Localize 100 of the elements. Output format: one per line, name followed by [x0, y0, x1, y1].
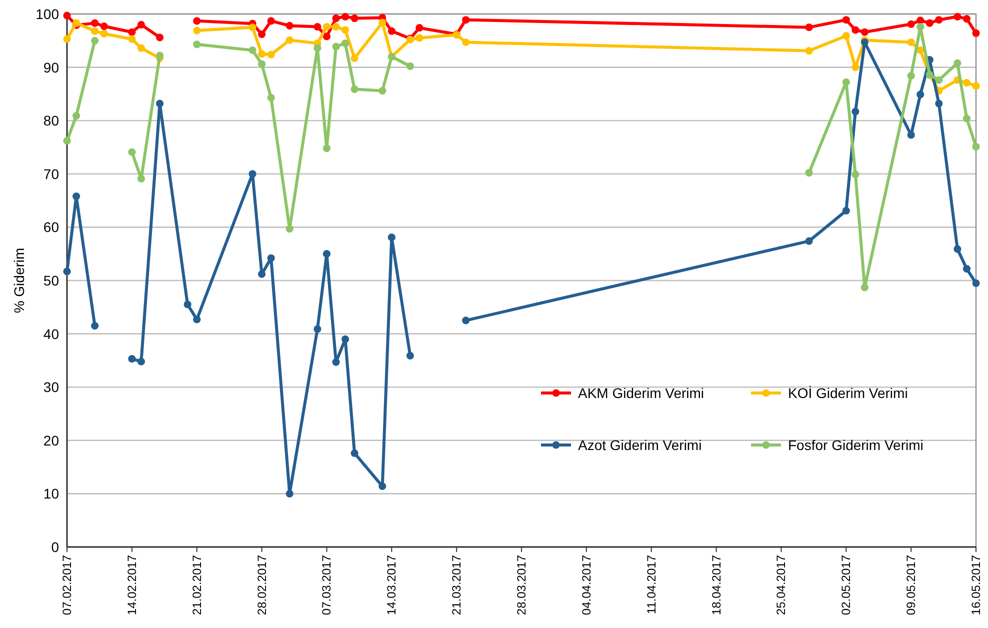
point	[322, 32, 331, 40]
point	[128, 148, 136, 156]
x-tick-label: 21.02.2017	[190, 554, 204, 616]
y-tick-label: 50	[43, 272, 60, 288]
point	[852, 108, 860, 116]
x-tick-label: 16.05.2017	[969, 554, 983, 616]
point	[193, 316, 201, 324]
point	[852, 26, 860, 34]
point	[860, 284, 868, 292]
point	[926, 19, 934, 27]
x-tick-label: 04.04.2017	[579, 554, 594, 616]
point	[935, 76, 943, 84]
legend-label: AKM Giderim Verimi	[578, 385, 704, 401]
point	[406, 352, 414, 360]
legend-label: Azot Giderim Verimi	[578, 437, 702, 453]
point	[332, 14, 340, 22]
point	[805, 169, 813, 177]
point	[63, 35, 71, 43]
point	[341, 26, 350, 34]
point	[72, 192, 80, 200]
point	[322, 22, 331, 31]
point	[248, 24, 256, 32]
point	[258, 60, 266, 68]
point	[63, 268, 71, 276]
y-tick-label: 60	[43, 219, 60, 236]
point	[193, 17, 201, 25]
y-tick-label: 70	[43, 166, 60, 182]
point	[916, 90, 924, 98]
point	[907, 131, 915, 139]
y-tick-label: 80	[43, 112, 60, 129]
y-tick-label: 10	[43, 486, 60, 502]
point	[100, 22, 108, 30]
point	[907, 38, 915, 46]
point	[137, 44, 146, 52]
point	[350, 14, 358, 22]
legend-label: Fosfor Giderim Verimi	[788, 437, 924, 453]
y-tick-label: 30	[43, 379, 60, 396]
point	[954, 59, 962, 67]
point	[258, 30, 266, 38]
point	[248, 46, 256, 54]
y-tick-label: 0	[51, 539, 60, 555]
point	[916, 22, 924, 31]
point	[91, 36, 99, 44]
point	[842, 78, 850, 86]
point	[128, 28, 136, 36]
point	[860, 28, 868, 36]
point	[137, 358, 146, 366]
point	[805, 46, 813, 55]
x-tick-label: 21.03.2017	[450, 554, 464, 616]
point	[416, 34, 424, 42]
point	[907, 72, 915, 80]
point	[962, 264, 971, 273]
point	[286, 490, 294, 498]
point	[378, 18, 386, 26]
x-tick-label: 28.02.2017	[254, 554, 269, 616]
point	[462, 38, 470, 46]
point	[193, 40, 201, 48]
point	[842, 16, 850, 24]
point	[935, 100, 943, 108]
point	[860, 38, 868, 46]
point	[286, 22, 294, 30]
point	[91, 322, 99, 330]
point	[350, 54, 358, 62]
point	[350, 449, 358, 457]
point	[341, 335, 350, 343]
point	[156, 52, 164, 60]
y-tick-label: 40	[43, 326, 60, 342]
x-tick-label: 28.03.2017	[514, 554, 528, 616]
point	[267, 254, 275, 262]
point	[805, 24, 813, 32]
point	[341, 12, 350, 20]
point	[341, 40, 350, 48]
point	[267, 94, 275, 102]
point	[842, 206, 850, 214]
point	[350, 85, 358, 93]
point	[128, 355, 136, 363]
point	[63, 137, 71, 145]
point	[916, 16, 924, 24]
point	[156, 100, 164, 108]
point	[935, 16, 943, 24]
x-tick-label: 09.05.2017	[904, 554, 918, 616]
point	[962, 78, 971, 87]
point	[184, 300, 192, 308]
point	[332, 42, 340, 50]
y-tick-label: 90	[43, 59, 60, 76]
point	[406, 62, 414, 70]
x-tick-label: 02.05.2017	[839, 554, 854, 616]
point	[805, 237, 813, 245]
point	[462, 316, 470, 324]
point	[137, 20, 146, 28]
point	[248, 170, 256, 178]
point	[314, 325, 322, 333]
x-tick-label: 14.02.2017	[124, 554, 139, 616]
point	[416, 24, 424, 32]
point	[972, 142, 980, 151]
point	[462, 16, 470, 24]
point	[286, 225, 294, 233]
y-tick-label: 100	[36, 6, 60, 22]
point	[378, 86, 386, 95]
point	[954, 245, 962, 253]
